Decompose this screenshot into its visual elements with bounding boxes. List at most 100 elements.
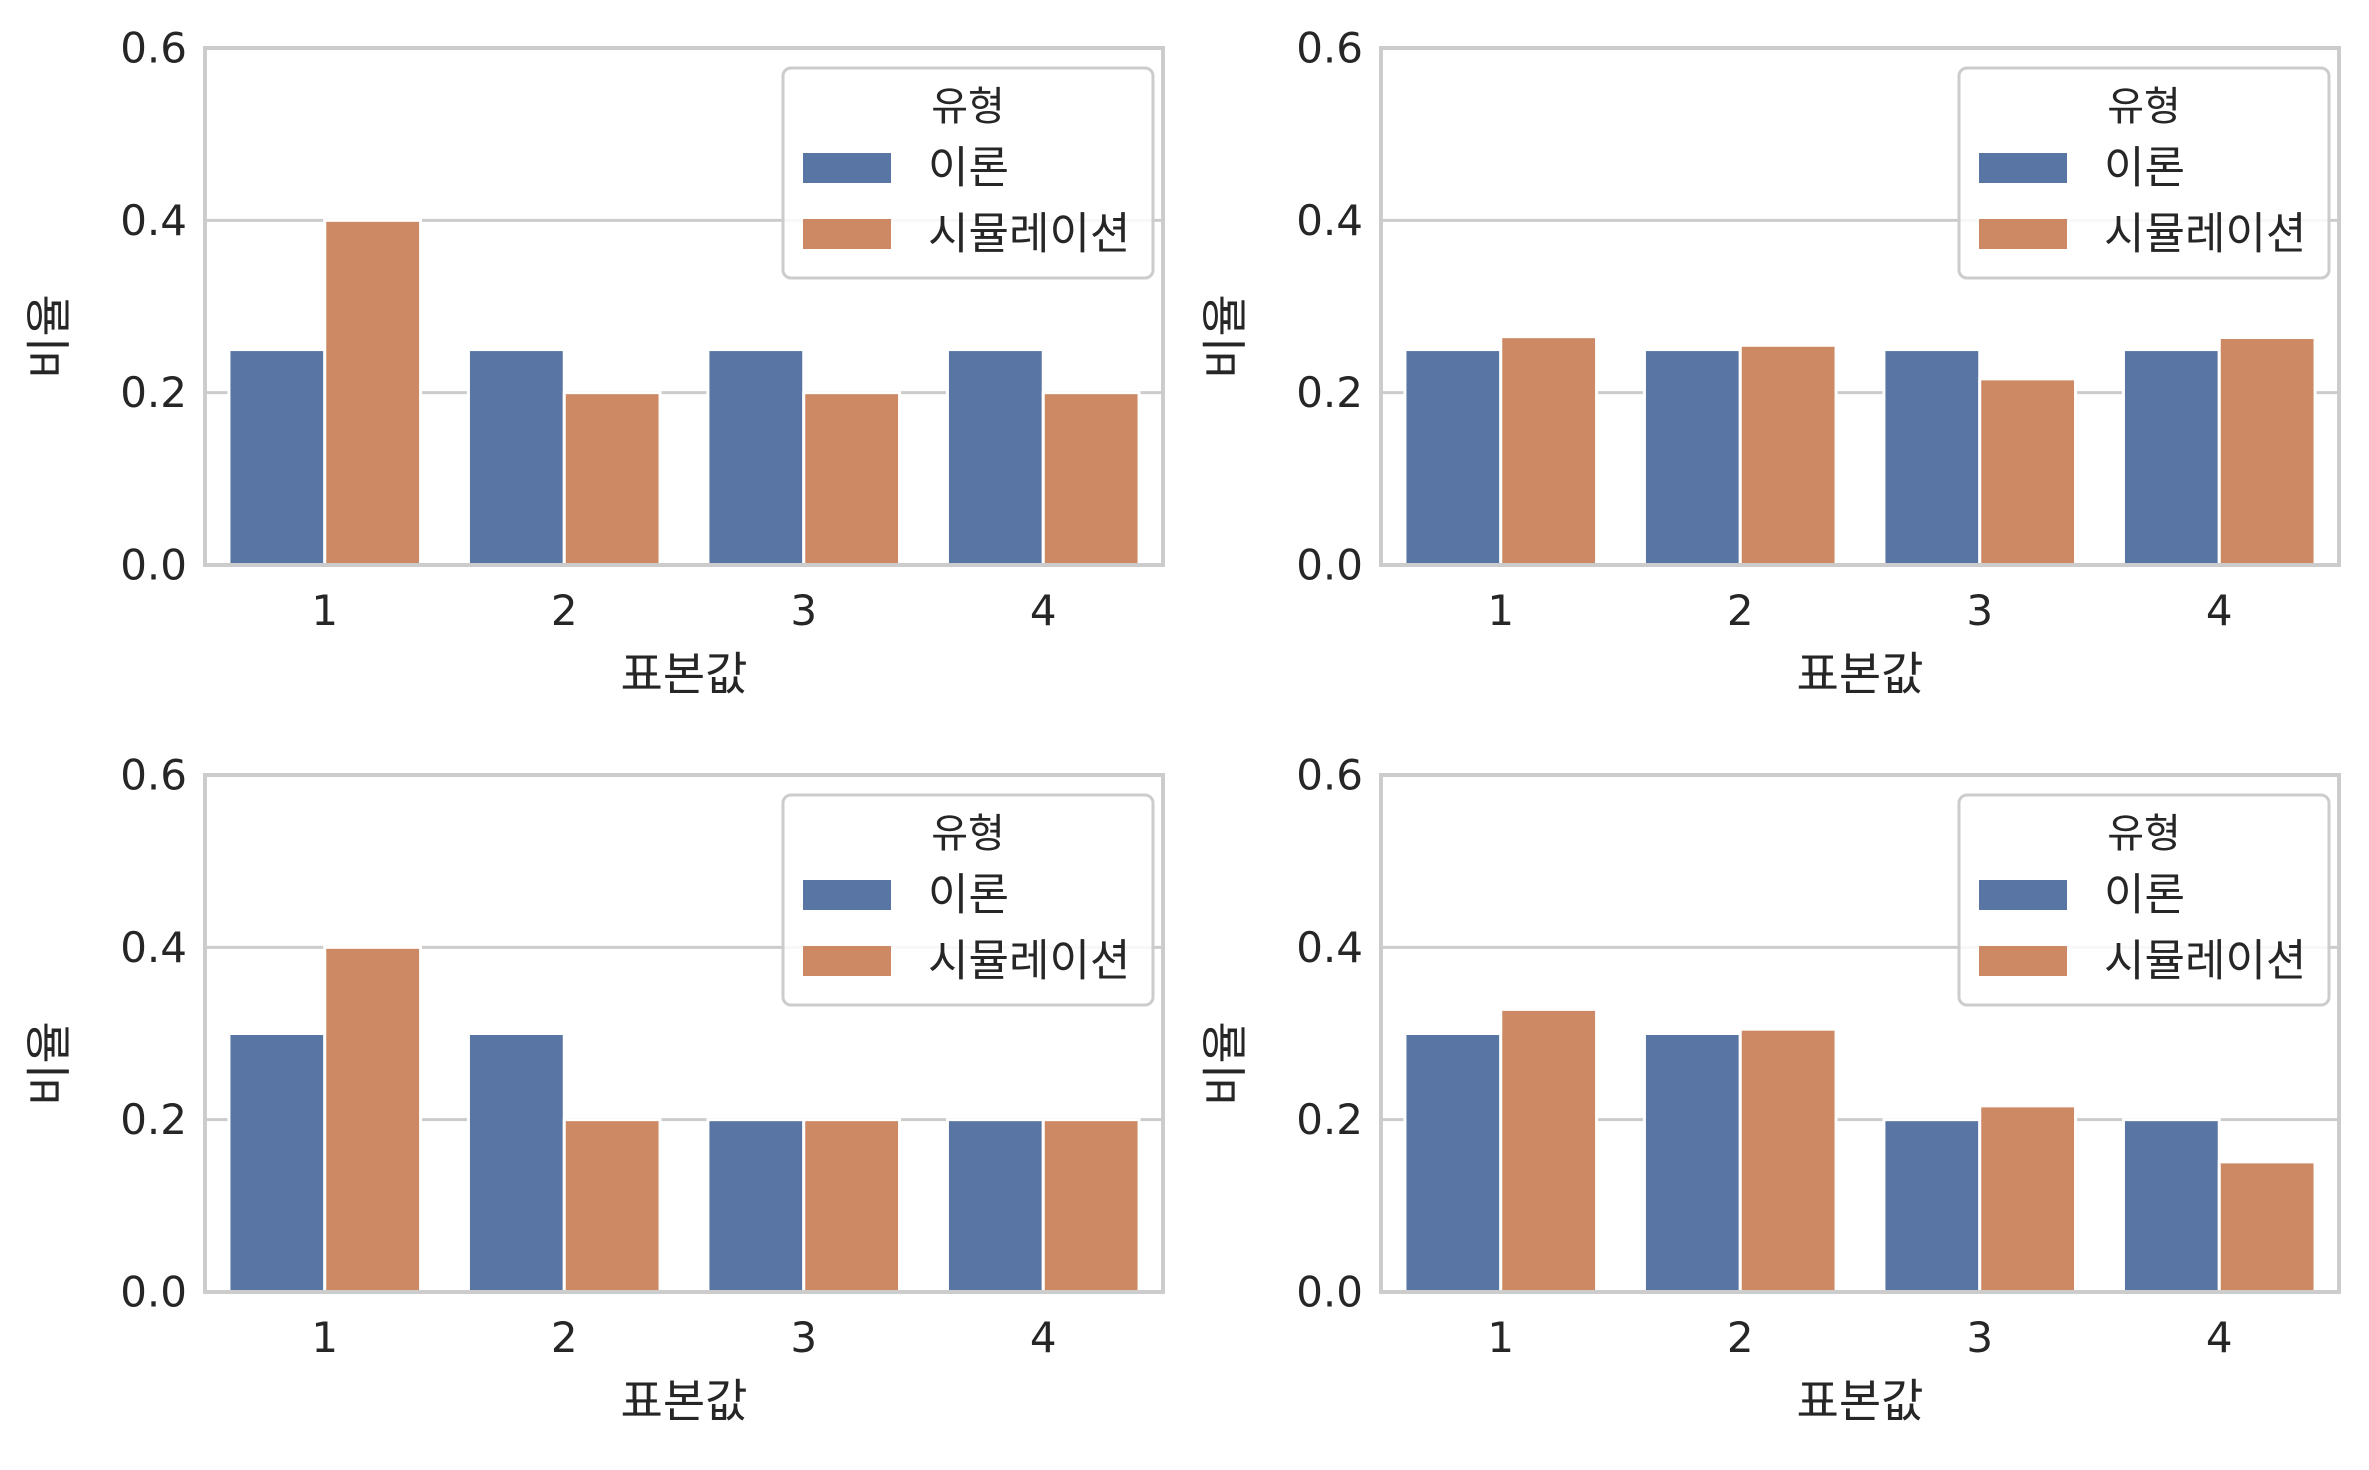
legend-title: 유형 (931, 84, 1005, 130)
x-tick-label: 4 (1030, 1313, 1057, 1362)
y-axis-label: 비율 (1198, 1021, 1252, 1106)
bar-theory-4 (945, 348, 1045, 567)
x-tick-label: 4 (2206, 586, 2233, 635)
y-tick-label: 0.6 (120, 24, 187, 73)
axes-frame (203, 46, 1165, 567)
bar-theory-1 (227, 1032, 327, 1294)
bar-simulation-3 (1978, 1104, 2078, 1294)
y-tick-label: 0.0 (1296, 1268, 1363, 1317)
bar-simulation-4 (1041, 391, 1141, 567)
x-tick-label: 1 (1487, 586, 1514, 635)
bar-theory-4 (945, 1118, 1045, 1294)
y-tick-label: 0.4 (120, 196, 187, 245)
x-tick-label: 2 (551, 1313, 578, 1362)
bar-simulation-1 (1499, 1007, 1599, 1294)
legend-label-theory: 이론 (928, 870, 1009, 921)
x-axis-label: 표본값 (621, 1374, 748, 1428)
y-tick-label: 0.6 (1296, 24, 1363, 73)
x-tick-label: 2 (1727, 1313, 1754, 1362)
bar-simulation-2 (562, 391, 662, 567)
x-tick-label: 4 (2206, 1313, 2233, 1362)
bar-simulation-2 (1738, 343, 1838, 567)
legend-label-theory: 이론 (928, 143, 1009, 194)
y-tick-label: 0.6 (120, 751, 187, 800)
x-axis-label: 표본값 (1797, 647, 1924, 701)
x-tick-label: 1 (311, 586, 338, 635)
y-tick-label: 0.4 (1296, 196, 1363, 245)
bar-theory-2 (466, 1032, 566, 1294)
legend-swatch-theory (1979, 153, 2067, 183)
legend-title: 유형 (2107, 84, 2181, 130)
axes-frame (1379, 46, 2341, 567)
bar-simulation-1 (323, 945, 423, 1294)
bar-theory-1 (1403, 1032, 1503, 1294)
axes-frame (1379, 773, 2341, 1294)
x-tick-label: 3 (790, 586, 817, 635)
y-tick-label: 0.6 (1296, 751, 1363, 800)
bar-theory-2 (1642, 348, 1742, 567)
y-axis-label: 비율 (22, 294, 76, 379)
x-tick-label: 1 (1487, 1313, 1514, 1362)
legend-swatch-simulation (803, 946, 891, 976)
bar-theory-1 (227, 348, 327, 567)
bar-simulation-3 (802, 1118, 902, 1294)
axes-frame (203, 773, 1165, 1294)
x-tick-label: 2 (551, 586, 578, 635)
y-tick-label: 0.2 (1296, 368, 1363, 417)
bar-theory-3 (1882, 348, 1982, 567)
x-axis-label: 표본값 (621, 647, 748, 701)
bar-simulation-3 (1978, 377, 2078, 567)
x-tick-label: 3 (1966, 586, 1993, 635)
x-axis-label: 표본값 (1797, 1374, 1924, 1428)
legend-title: 유형 (931, 811, 1005, 857)
bar-simulation-4 (1041, 1118, 1141, 1294)
bar-simulation-2 (562, 1118, 662, 1294)
legend-label-simulation: 시뮬레이션 (928, 209, 1130, 260)
legend-swatch-theory (803, 153, 891, 183)
x-tick-label: 3 (1966, 1313, 1993, 1362)
legend-label-theory: 이론 (2104, 143, 2185, 194)
legend-swatch-theory (1979, 880, 2067, 910)
legend-title: 유형 (2107, 811, 2181, 857)
y-tick-label: 0.2 (120, 368, 187, 417)
y-tick-label: 0.2 (1296, 1095, 1363, 1144)
bar-simulation-4 (2217, 336, 2317, 567)
legend-swatch-simulation (1979, 219, 2067, 249)
bar-theory-1 (1403, 348, 1503, 567)
legend-swatch-simulation (803, 219, 891, 249)
y-axis-label: 비율 (1198, 294, 1252, 379)
y-tick-label: 0.0 (120, 1268, 187, 1317)
y-tick-label: 0.4 (120, 923, 187, 972)
bar-simulation-1 (323, 218, 423, 567)
y-tick-label: 0.0 (120, 541, 187, 590)
y-tick-label: 0.2 (120, 1095, 187, 1144)
bar-simulation-2 (1738, 1027, 1838, 1294)
x-tick-label: 1 (311, 1313, 338, 1362)
legend-label-theory: 이론 (2104, 870, 2185, 921)
x-tick-label: 3 (790, 1313, 817, 1362)
x-tick-label: 2 (1727, 586, 1754, 635)
bar-simulation-3 (802, 391, 902, 567)
bar-theory-3 (1882, 1118, 1982, 1294)
bar-theory-3 (706, 1118, 806, 1294)
bar-simulation-1 (1499, 335, 1599, 567)
bar-theory-4 (2121, 348, 2221, 567)
bar-simulation-4 (2217, 1160, 2317, 1294)
legend-label-simulation: 시뮬레이션 (2104, 209, 2306, 260)
y-tick-label: 0.0 (1296, 541, 1363, 590)
bar-theory-2 (466, 348, 566, 567)
legend-swatch-simulation (1979, 946, 2067, 976)
legend-label-simulation: 시뮬레이션 (928, 936, 1130, 987)
legend-swatch-theory (803, 880, 891, 910)
y-axis-label: 비율 (22, 1021, 76, 1106)
bar-theory-3 (706, 348, 806, 567)
